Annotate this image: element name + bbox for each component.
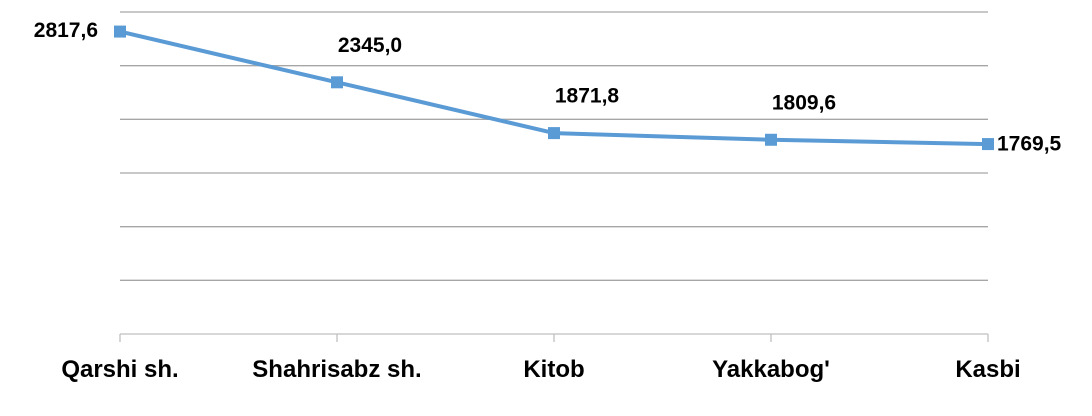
x-tick-label: Qarshi sh. <box>61 356 179 383</box>
data-label: 1769,5 <box>997 133 1062 156</box>
x-tick-label: Kasbi <box>955 356 1021 383</box>
x-tick-label: Yakkabog' <box>712 356 830 383</box>
point-marker <box>114 25 126 38</box>
data-label: 2345,0 <box>338 34 402 57</box>
data-label: 1871,8 <box>555 85 620 108</box>
point-marker <box>331 76 343 89</box>
data-label: 1809,6 <box>772 91 836 114</box>
x-tick-label: Shahrisabz sh. <box>252 356 422 383</box>
point-marker <box>765 133 777 146</box>
point-marker <box>548 127 560 140</box>
data-label: 2817,6 <box>34 19 98 42</box>
point-marker <box>982 138 994 151</box>
x-tick-label: Kitob <box>523 356 585 383</box>
